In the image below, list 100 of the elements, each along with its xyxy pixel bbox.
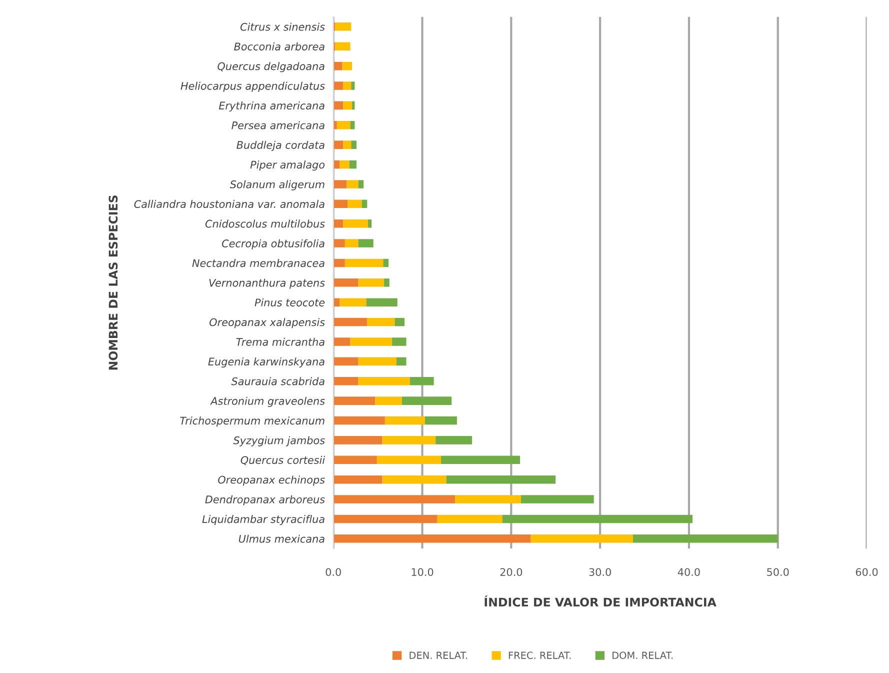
bar [349, 160, 356, 169]
y-tick-label: Saurauia scabrida [231, 377, 324, 386]
bar [632, 534, 778, 543]
bar [333, 298, 340, 306]
y-tick-label: Buddleja cordata [236, 140, 324, 151]
y-tick-label: Solanum aligerum [230, 180, 324, 190]
y-tick-label: Cnidoscolus multilobus [205, 220, 325, 228]
legend-label: DEN. RELAT. [410, 652, 468, 659]
bar [358, 180, 364, 188]
bar [333, 514, 438, 524]
bar [362, 200, 368, 208]
bar [410, 376, 434, 386]
bar [351, 140, 356, 149]
bar [333, 534, 531, 543]
bar [382, 475, 446, 484]
bar [396, 357, 406, 366]
bar [335, 42, 350, 50]
bar [437, 514, 502, 524]
bar [375, 396, 402, 405]
y-tick-label: Trema micrantha [236, 338, 324, 346]
x-tick-label: 30.0 [589, 568, 611, 576]
bar [351, 82, 355, 90]
y-tick-label: Calliandra houstoniana var. anomala [134, 200, 324, 208]
bar [455, 495, 521, 504]
bar [424, 416, 457, 425]
bar [333, 456, 377, 464]
bar [350, 338, 392, 346]
bar [343, 140, 352, 149]
bar [366, 298, 398, 306]
bar [392, 338, 406, 346]
bar [358, 278, 384, 287]
y-tick-label: Liquidambar styraciflua [202, 515, 324, 526]
y-tick-label: Pinus teocote [254, 298, 325, 306]
bar [376, 456, 441, 464]
y-tick-label: Cecropia obtusifolia [222, 239, 324, 250]
bar [346, 180, 358, 188]
bar [333, 376, 358, 386]
bar [336, 120, 350, 130]
bar [384, 278, 390, 287]
bar [342, 62, 352, 70]
y-tick-label: Dendropanax arboreus [205, 495, 325, 506]
y-tick-label: Oreopanax xalapensis [210, 318, 325, 328]
bar [382, 436, 436, 444]
bar [502, 514, 693, 524]
bar [358, 239, 374, 248]
y-tick-label: Nectandra membranacea [192, 259, 324, 268]
bar [358, 357, 396, 366]
bar [333, 318, 368, 326]
x-tick-label: 20.0 [500, 568, 522, 576]
bar [333, 475, 382, 484]
bar [333, 436, 382, 444]
bar [348, 200, 362, 208]
x-tick-label: 0.0 [326, 568, 341, 576]
bar [446, 475, 556, 484]
x-tick-label: 10.0 [412, 568, 434, 576]
bar [340, 298, 366, 306]
bar [333, 258, 345, 268]
y-tick-label: Astronium graveolens [210, 396, 325, 407]
bar [333, 200, 348, 208]
bar [384, 416, 425, 425]
y-tick-label: Heliocarpus appendiculatus [180, 82, 325, 92]
y-tick-label: Syzygium jambos [233, 436, 325, 446]
bar [344, 258, 384, 268]
legend-label: DOM. RELAT. [612, 652, 673, 659]
x-tick-label: 60.0 [856, 568, 878, 576]
bar [333, 396, 376, 405]
bar [520, 495, 594, 504]
bar [350, 120, 355, 130]
y-tick-label: Quercus delgadoana [218, 62, 324, 72]
y-tick-label: Ulmus mexicana [238, 534, 324, 543]
bar [383, 258, 388, 268]
bar [394, 318, 404, 326]
bar [344, 239, 358, 248]
x-tick-label: 40.0 [678, 568, 700, 576]
bar [530, 534, 633, 543]
y-tick-label: Persea americana [232, 121, 324, 130]
bar [333, 140, 344, 149]
bar [343, 219, 368, 228]
x-axis-title: ÍNDICE DE VALOR DE IMPORTANCIA [484, 596, 716, 607]
bar [368, 219, 372, 228]
y-tick-label: Oreopanax echinops [218, 476, 325, 486]
y-axis-title: NOMBRE DE LAS ESPECIES [108, 195, 118, 370]
bar [333, 82, 344, 90]
y-tick-label: Eugenia karwinskyana [208, 357, 324, 368]
y-tick-label: Trichospermum mexicanum [180, 416, 324, 427]
legend-label: FREC. RELAT. [508, 652, 571, 659]
y-tick-label: Quercus cortesii [240, 456, 325, 466]
y-tick-label: Citrus x sinensis [240, 22, 325, 31]
bar [333, 278, 358, 287]
y-tick-label: Vernonanthura patens [209, 278, 325, 289]
bar [440, 456, 520, 464]
bar [358, 376, 410, 386]
x-tick-label: 50.0 [767, 568, 789, 576]
bar [402, 396, 452, 405]
bar [333, 495, 456, 504]
bar [340, 160, 350, 169]
y-tick-label: Bocconia arborea [234, 42, 324, 50]
bar [333, 416, 385, 425]
bar [352, 101, 355, 110]
bar [367, 318, 395, 326]
